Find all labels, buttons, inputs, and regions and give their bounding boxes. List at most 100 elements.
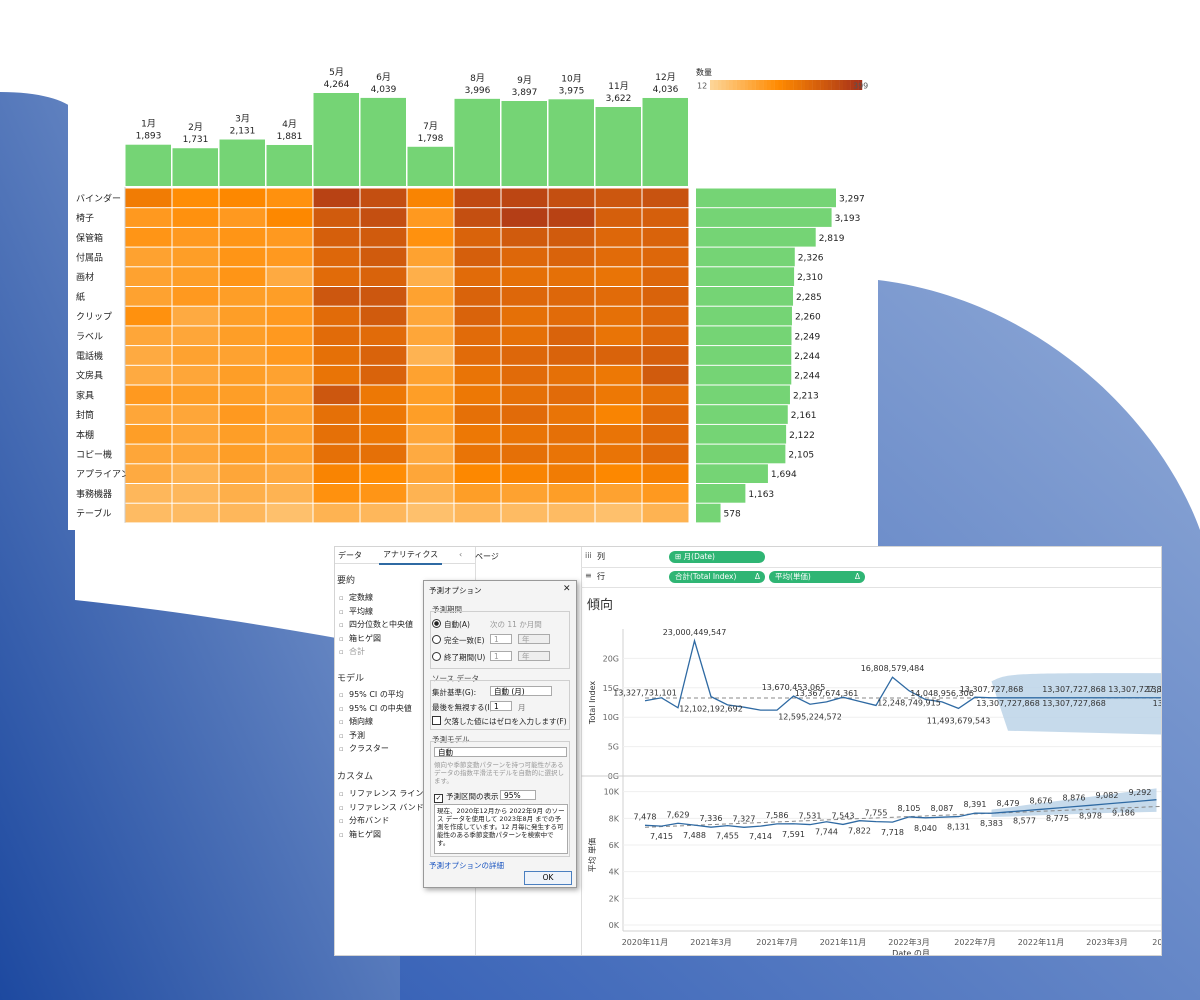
- heatmap-cell: [595, 405, 642, 424]
- fill-zero-checkbox[interactable]: 欠落した値にはゼロを入力します(F): [432, 716, 567, 727]
- trend-title: 傾向: [587, 597, 613, 613]
- heatmap-cell: [125, 208, 172, 227]
- legend-gradient-step: [820, 80, 825, 90]
- analytics-item[interactable]: ▫ 合計: [339, 647, 365, 656]
- ok-button[interactable]: OK: [524, 871, 572, 885]
- heatmap-cell: [501, 306, 548, 326]
- heatmap-cell: [501, 405, 548, 424]
- analytics-item[interactable]: ▫ クラスター: [339, 744, 389, 753]
- model-select[interactable]: 自動: [434, 747, 567, 757]
- analytics-item[interactable]: ▫ 箱ヒゲ図: [339, 633, 381, 643]
- close-icon[interactable]: ✕: [563, 584, 571, 594]
- category-total-label: 2,819: [819, 234, 845, 244]
- x-tick-label: 2023年3月: [1086, 937, 1127, 947]
- analytics-item[interactable]: ▫ リファレンス バンド: [339, 802, 424, 812]
- analytics-item[interactable]: ▫ 定数線: [339, 593, 373, 602]
- legend-gradient-step: [763, 80, 768, 90]
- exact-radio[interactable]: 完全一致(E): [432, 635, 485, 646]
- show-interval-checkbox[interactable]: ✓ 予測区間の表示: [434, 792, 499, 803]
- legend-min-label: 12: [697, 82, 707, 91]
- heatmap-cell: [125, 444, 172, 464]
- analytics-item-icon: ▫: [339, 594, 344, 602]
- heatmap-cell: [501, 346, 548, 365]
- heatmap-cell: [172, 365, 219, 385]
- analytics-item[interactable]: ▫ 四分位数と中央値: [339, 620, 413, 629]
- heatmap-cell: [595, 267, 642, 286]
- collapse-icon[interactable]: ‹: [459, 550, 463, 559]
- aggregate-select[interactable]: 自動 (月): [490, 686, 552, 696]
- rows-pill-total-index[interactable]: 合計(Total Index) Δ: [669, 571, 765, 583]
- heatmap-cell: [266, 464, 313, 483]
- analytics-item[interactable]: ▫ 傾向線: [339, 717, 373, 726]
- heatmap-cell: [360, 188, 407, 208]
- category-label: コピー機: [76, 448, 112, 460]
- analytics-item[interactable]: ▫ 分布バンド: [339, 816, 390, 825]
- heatmap-cell: [454, 287, 501, 306]
- pane-tabs: データ アナリティクス ‹: [335, 547, 475, 565]
- legend-gradient-step: [805, 80, 809, 90]
- info-box: 現在、2020年12月から 2022年9月 のソース データを使用して 2023…: [434, 804, 568, 854]
- analytics-item[interactable]: ▫ リファレンス ライン: [339, 789, 424, 798]
- heatmap-cell: [642, 227, 689, 247]
- pill-delta-icon: Δ: [854, 572, 860, 581]
- analytics-item[interactable]: ▫ 95% CI の中央値: [339, 703, 412, 713]
- heatmap-cell: [407, 247, 454, 267]
- data-label-bottom: 8,391: [964, 800, 987, 809]
- rows-pill-avg-price[interactable]: 平均(単価) Δ: [769, 571, 865, 583]
- columns-shelf[interactable]: iii 列 ⊞ 月(Date): [581, 547, 1161, 568]
- analytics-item[interactable]: ▫ 平均線: [339, 606, 373, 616]
- heatmap-cell: [125, 227, 172, 247]
- heatmap-cell: [125, 503, 172, 523]
- heatmap-cell: [407, 484, 454, 503]
- heatmap-cell: [501, 267, 548, 286]
- ignore-spinner[interactable]: 1: [490, 701, 512, 711]
- exact-spinner[interactable]: 1: [490, 634, 512, 644]
- analytics-item-icon: ▫: [339, 790, 344, 798]
- auto-radio[interactable]: 自動(A): [432, 619, 470, 630]
- analytics-item-icon: ▫: [339, 634, 344, 643]
- interval-select[interactable]: 95%: [500, 790, 536, 800]
- rows-shelf[interactable]: ≡ 行 合計(Total Index) Δ 平均(単価) Δ: [581, 567, 1161, 588]
- data-label-bottom: 8,479: [997, 799, 1020, 808]
- columns-pill-date[interactable]: ⊞ 月(Date): [669, 551, 765, 563]
- heatmap-cell: [548, 287, 595, 306]
- analytics-item[interactable]: ▫ 予測: [339, 730, 365, 740]
- until-unit-select[interactable]: 年: [518, 651, 550, 661]
- category-label: 本棚: [76, 429, 94, 441]
- category-label: 家具: [76, 389, 94, 401]
- month-total-label: 3,996: [465, 86, 491, 96]
- data-label-bottom: 7,718: [881, 828, 904, 837]
- legend-gradient-step: [759, 80, 764, 90]
- tab-analytics[interactable]: アナリティクス: [379, 547, 443, 565]
- legend-gradient-step: [748, 80, 752, 90]
- details-link[interactable]: 予測オプションの詳細: [429, 861, 504, 870]
- legend-gradient-step: [824, 80, 828, 90]
- heatmap-cell: [642, 503, 689, 523]
- legend-gradient-step: [721, 80, 726, 90]
- heatmap-cell: [360, 385, 407, 405]
- exact-unit-select[interactable]: 年: [518, 634, 550, 644]
- until-spinner[interactable]: 1: [490, 651, 512, 661]
- analytics-item[interactable]: ▫ 箱ヒゲ図: [339, 829, 381, 839]
- analytics-item-icon: ▫: [339, 745, 344, 753]
- y-tick-label: 10K: [604, 788, 620, 797]
- data-label-top: 12,595,224,572: [778, 712, 842, 721]
- heatmap-cell: [548, 247, 595, 267]
- heatmap-cell: [219, 464, 266, 483]
- heatmap-cell: [595, 247, 642, 267]
- data-label-bottom: 7,478: [634, 812, 657, 821]
- analytics-section-title: 要約: [337, 576, 356, 586]
- heatmap-cell: [454, 484, 501, 503]
- until-radio[interactable]: 終了期間(U): [432, 652, 485, 663]
- legend-gradient-step: [816, 80, 821, 90]
- category-total-bar: [696, 424, 787, 444]
- data-label-top: 12,102,192,692: [679, 705, 743, 714]
- analytics-item[interactable]: ▫ 95% CI の平均: [339, 690, 404, 699]
- heatmap-cell: [595, 424, 642, 444]
- tab-data[interactable]: データ: [338, 551, 362, 560]
- x-tick-label: 2022年7月: [954, 937, 995, 947]
- heatmap-cell: [125, 346, 172, 365]
- data-label-bottom: 8,876: [1063, 794, 1086, 803]
- category-total-bar: [696, 484, 746, 503]
- heatmap-cell: [595, 365, 642, 385]
